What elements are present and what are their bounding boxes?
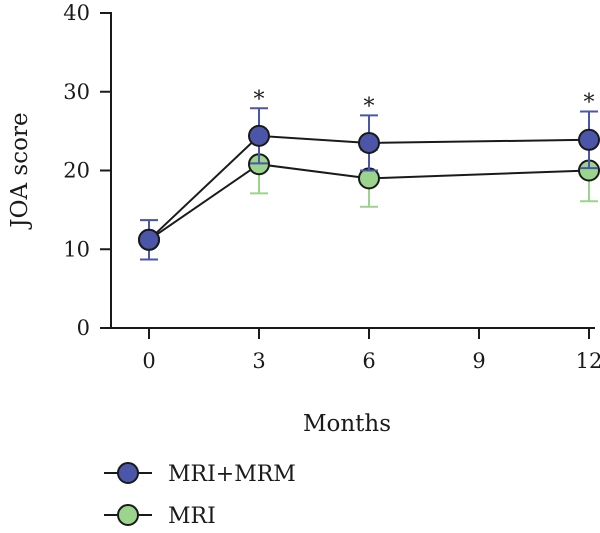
y-tick-label: 0 bbox=[77, 316, 90, 340]
y-tick-label: 30 bbox=[63, 80, 90, 104]
legend-label: MRI bbox=[168, 504, 216, 529]
plot-area: 0 10 20 30 40 0 3 6 9 12 * * * bbox=[63, 1, 600, 373]
data-point bbox=[358, 131, 380, 154]
series-mri-mrm bbox=[138, 107, 600, 261]
y-tick-label: 10 bbox=[63, 237, 90, 261]
data-point bbox=[138, 228, 160, 251]
x-tick-label: 0 bbox=[142, 349, 155, 373]
x-tick-label: 9 bbox=[472, 349, 485, 373]
x-tick-label: 3 bbox=[252, 349, 265, 373]
x-tick-label: 12 bbox=[576, 349, 600, 373]
x-axis-ticks: 0 3 6 9 12 bbox=[142, 328, 600, 373]
legend-label: MRI+MRM bbox=[168, 462, 296, 487]
data-point bbox=[248, 124, 270, 147]
y-axis-ticks: 0 10 20 30 40 bbox=[63, 1, 111, 340]
significance-asterisk: * bbox=[584, 90, 595, 115]
data-point bbox=[578, 128, 600, 151]
series-line bbox=[148, 163, 590, 241]
legend-marker bbox=[117, 462, 139, 484]
significance-asterisk: * bbox=[254, 87, 265, 112]
series-line bbox=[148, 134, 590, 241]
legend-item: MRI bbox=[104, 504, 216, 529]
x-tick-label: 6 bbox=[362, 349, 375, 373]
legend: MRI+MRM MRI bbox=[104, 462, 296, 529]
y-axis-label: JOA score bbox=[7, 112, 33, 229]
significance-asterisk: * bbox=[364, 94, 375, 119]
series-layer bbox=[138, 107, 600, 261]
y-tick-label: 20 bbox=[63, 159, 90, 183]
significance-markers: * * * bbox=[254, 87, 595, 119]
legend-marker bbox=[117, 504, 139, 526]
y-tick-label: 40 bbox=[63, 1, 90, 25]
legend-item: MRI+MRM bbox=[104, 462, 296, 487]
x-axis-label: Months bbox=[303, 411, 391, 437]
